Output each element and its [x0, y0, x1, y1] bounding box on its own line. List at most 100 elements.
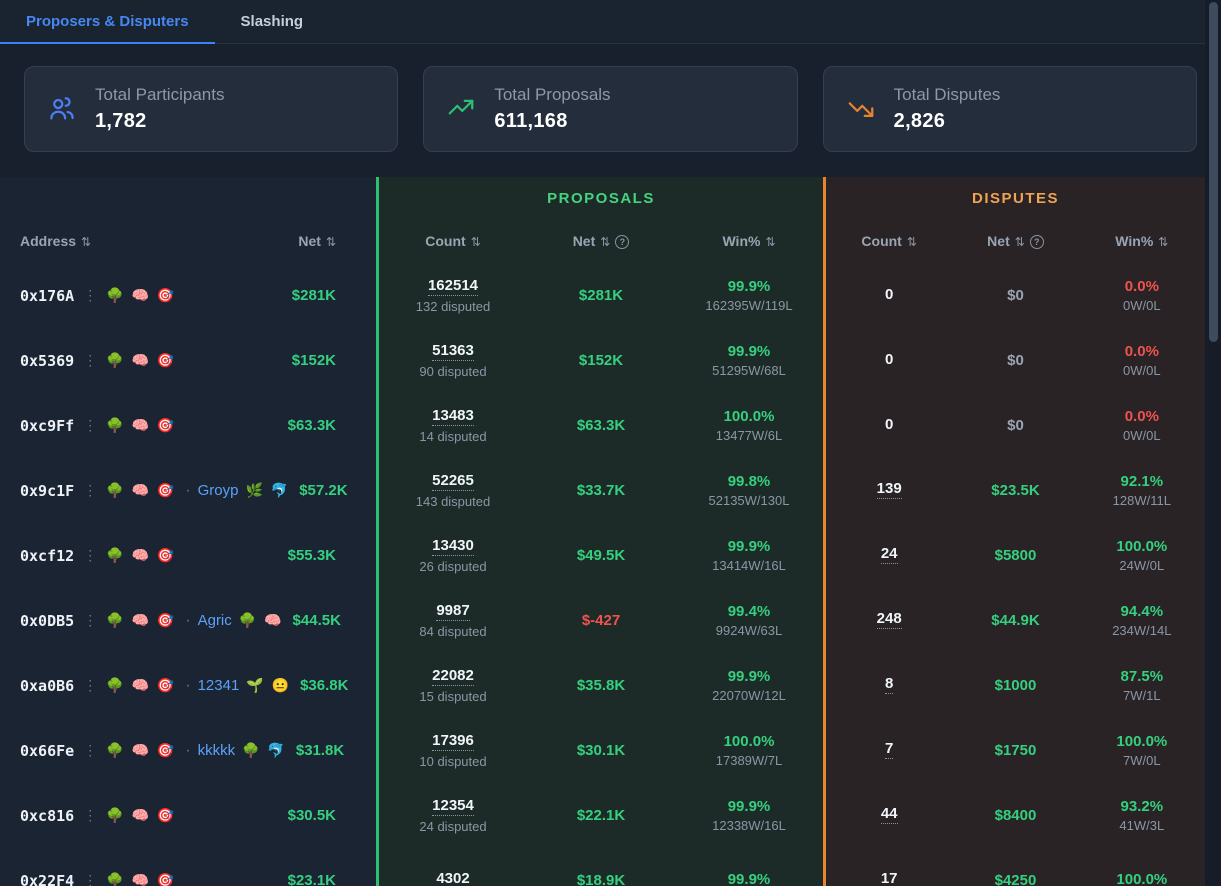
proposal-count[interactable]: 52265: [432, 472, 474, 491]
tab-slashing[interactable]: Slashing: [240, 13, 304, 30]
table-row[interactable]: 0x176A ⋮ 🌳 🧠 🎯 · $281K 162514 132 disput…: [0, 263, 1205, 328]
kebab-menu-icon[interactable]: ⋮: [83, 612, 98, 628]
disputes-win-header[interactable]: Win% ⇅: [1115, 232, 1169, 249]
participant-name-link[interactable]: kkkkk: [197, 742, 236, 759]
proposal-win-record: 13414W/16L: [712, 558, 786, 573]
net-column-header[interactable]: Net ⇅: [298, 233, 336, 249]
stat-cards: Total Participants 1,782 Total Proposals…: [0, 44, 1221, 177]
proposal-net: $35.8K: [576, 677, 626, 694]
dispute-win-percent: 100.0%: [1116, 538, 1168, 555]
badge-emojis: 🌳 🧠 🎯: [106, 547, 177, 563]
proposal-disputed-count: 15 disputed: [419, 689, 487, 704]
table-row[interactable]: 0x66Fe ⋮ 🌳 🧠 🎯 · kkkkk 🌳 🐬 $31.8K 17396 …: [0, 718, 1205, 783]
kebab-menu-icon[interactable]: ⋮: [83, 547, 98, 563]
name-badge-emojis: 🌳 🐬: [242, 742, 287, 758]
address-link[interactable]: 0x22F4: [20, 871, 75, 886]
dispute-count[interactable]: 0: [884, 350, 894, 368]
address-link[interactable]: 0xc816: [20, 806, 75, 825]
dispute-count[interactable]: 0: [884, 285, 894, 303]
sort-icon: ⇅: [765, 234, 776, 249]
dispute-count[interactable]: 24: [880, 544, 898, 564]
address-link[interactable]: 0x66Fe: [20, 741, 75, 760]
help-icon[interactable]: ?: [1029, 235, 1044, 249]
vertical-scrollbar[interactable]: [1205, 0, 1221, 886]
table-row[interactable]: 0x0DB5 ⋮ 🌳 🧠 🎯 · Agric 🌳 🧠 $44.5K 9987 8…: [0, 588, 1205, 653]
disputes-count-header[interactable]: Count ⇅: [861, 232, 917, 249]
sort-icon: ⇅: [600, 234, 611, 249]
proposal-count[interactable]: 9987: [436, 602, 470, 621]
proposal-count[interactable]: 13483: [432, 407, 474, 426]
address-link[interactable]: 0xc9Ff: [20, 416, 75, 435]
dispute-count[interactable]: 17: [881, 870, 898, 886]
tab-proposers-disputers[interactable]: Proposers & Disputers: [0, 0, 215, 44]
kebab-menu-icon[interactable]: ⋮: [83, 417, 98, 433]
participant-name-link[interactable]: 12341: [197, 677, 240, 694]
dispute-count[interactable]: 7: [884, 739, 894, 759]
proposal-count[interactable]: 13430: [432, 537, 474, 556]
net-value: $55.3K: [287, 547, 336, 564]
help-icon[interactable]: ?: [615, 235, 630, 249]
badge-emojis: 🌳 🧠 🎯: [106, 287, 177, 303]
kebab-menu-icon[interactable]: ⋮: [83, 742, 98, 758]
address-link[interactable]: 0x5369: [20, 351, 75, 370]
proposal-count[interactable]: 4302: [436, 870, 469, 886]
name-badge-emojis: 🌿 🐬: [245, 482, 291, 498]
table-row[interactable]: 0xcf12 ⋮ 🌳 🧠 🎯 · $55.3K 13430 26 dispute…: [0, 523, 1205, 588]
disputes-net-header[interactable]: Net ⇅?: [952, 233, 1078, 249]
proposal-count[interactable]: 162514: [427, 277, 479, 296]
address-link[interactable]: 0xa0B6: [20, 676, 75, 695]
proposal-net: $22.1K: [576, 807, 626, 824]
address-link[interactable]: 0x176A: [20, 286, 75, 305]
table-row[interactable]: 0x22F4 ⋮ 🌳 🧠 🎯 · $23.1K 4302 $18.9K 99.9…: [0, 848, 1205, 886]
participant-name-link[interactable]: Groyp: [197, 482, 239, 499]
dispute-count[interactable]: 44: [880, 804, 898, 824]
sort-icon: ⇅: [1158, 234, 1169, 249]
dispute-count[interactable]: 139: [876, 479, 902, 499]
proposals-count-header[interactable]: Count ⇅: [425, 232, 481, 249]
address-link[interactable]: 0x9c1F: [20, 481, 75, 500]
table-body: 0x176A ⋮ 🌳 🧠 🎯 · $281K 162514 132 disput…: [0, 263, 1205, 886]
card-label: Total Proposals: [494, 85, 611, 104]
participant-name-link[interactable]: Agric: [197, 612, 232, 629]
kebab-menu-icon[interactable]: ⋮: [83, 352, 98, 368]
net-value: $36.8K: [300, 677, 349, 694]
proposals-win-header[interactable]: Win% ⇅: [722, 232, 776, 249]
dispute-count[interactable]: 248: [876, 609, 902, 629]
table-row[interactable]: 0x9c1F ⋮ 🌳 🧠 🎯 · Groyp 🌿 🐬 $57.2K 52265 …: [0, 458, 1205, 523]
address-link[interactable]: 0x0DB5: [20, 611, 75, 630]
proposal-net: $-427: [581, 612, 621, 629]
proposal-win-percent: 99.9%: [727, 870, 771, 886]
dispute-count[interactable]: 0: [884, 415, 894, 433]
kebab-menu-icon[interactable]: ⋮: [83, 872, 98, 886]
table-row[interactable]: 0xc816 ⋮ 🌳 🧠 🎯 · $30.5K 12354 24 dispute…: [0, 783, 1205, 848]
dispute-count[interactable]: 8: [884, 674, 894, 694]
sort-icon: ⇅: [81, 235, 92, 249]
total-participants-card: Total Participants 1,782: [24, 66, 399, 152]
proposals-net-header[interactable]: Net ⇅?: [527, 233, 675, 249]
proposal-win-percent: 99.9%: [727, 343, 771, 360]
badge-emojis: 🌳 🧠 🎯: [106, 352, 177, 368]
table-row[interactable]: 0xc9Ff ⋮ 🌳 🧠 🎯 · $63.3K 13483 14 dispute…: [0, 393, 1205, 458]
address-link[interactable]: 0xcf12: [20, 546, 75, 565]
proposal-count[interactable]: 17396: [432, 732, 474, 751]
sort-icon: ⇅: [1014, 234, 1025, 249]
dot-separator-icon: ·: [185, 611, 191, 629]
kebab-menu-icon[interactable]: ⋮: [83, 287, 98, 303]
proposal-count[interactable]: 22082: [432, 667, 474, 686]
proposal-win-record: 13477W/6L: [715, 428, 783, 443]
kebab-menu-icon[interactable]: ⋮: [83, 807, 98, 823]
kebab-menu-icon[interactable]: ⋮: [83, 482, 98, 498]
scrollbar-thumb[interactable]: [1209, 2, 1218, 342]
proposal-count[interactable]: 12354: [432, 797, 474, 816]
net-value: $57.2K: [299, 482, 348, 499]
dot-separator-icon: ·: [185, 481, 191, 499]
table-row[interactable]: 0xa0B6 ⋮ 🌳 🧠 🎯 · 12341 🌱 😐 $36.8K 22082 …: [0, 653, 1205, 718]
proposal-win-record: 52135W/130L: [708, 493, 790, 508]
users-icon: [47, 94, 77, 124]
proposal-win-percent: 99.9%: [727, 278, 771, 295]
proposal-count[interactable]: 51363: [432, 342, 474, 361]
address-column-header[interactable]: Address ⇅: [20, 233, 92, 249]
kebab-menu-icon[interactable]: ⋮: [83, 677, 98, 693]
proposal-disputed-count: 24 disputed: [419, 819, 487, 834]
table-row[interactable]: 0x5369 ⋮ 🌳 🧠 🎯 · $152K 51363 90 disputed…: [0, 328, 1205, 393]
